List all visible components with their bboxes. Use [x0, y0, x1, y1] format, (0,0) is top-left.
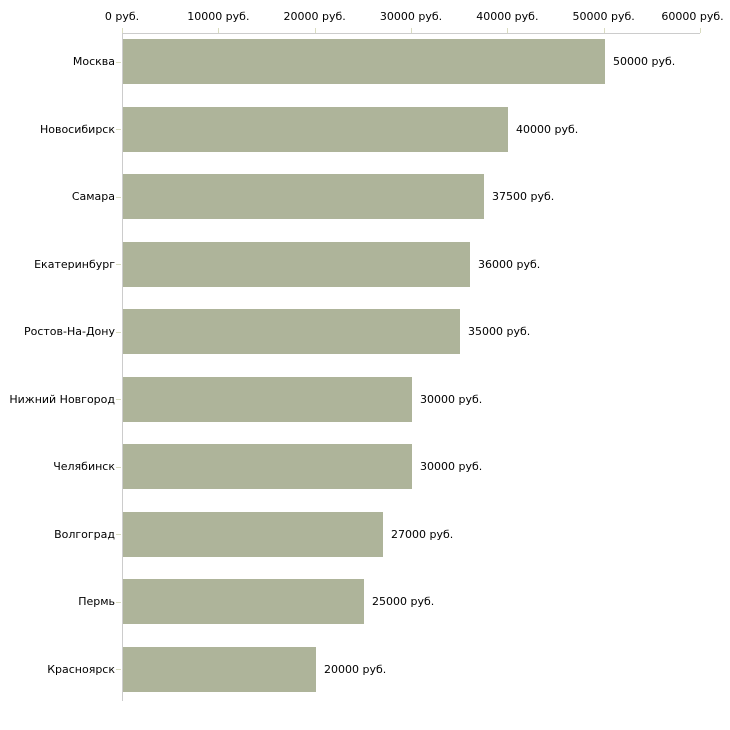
x-axis-tick-label: 0 руб.: [104, 10, 140, 23]
category-label: Красноярск: [47, 662, 115, 676]
value-label: 40000 руб.: [516, 122, 579, 136]
category-label: Москва: [72, 55, 115, 68]
value-label: 35000 руб.: [468, 325, 531, 338]
category-tick-mark: [116, 332, 121, 333]
category-tick-mark: [116, 534, 121, 535]
x-axis-tick-mark: [218, 28, 219, 33]
category-tick-mark: [116, 264, 121, 265]
category-label: Новосибирск: [39, 122, 115, 136]
x-axis-tick-label: 10000 руб.: [187, 10, 250, 23]
category-label: Ростов-На-Дону: [23, 325, 115, 338]
value-label: 20000 руб.: [324, 662, 387, 676]
value-label: 27000 руб.: [391, 527, 454, 541]
category-label: Нижний Новгород: [9, 392, 115, 406]
bar: [123, 646, 316, 692]
category-label: Самара: [71, 190, 115, 203]
x-axis-line: [122, 33, 700, 34]
category-tick-mark: [116, 669, 121, 670]
value-label: 37500 руб.: [492, 190, 555, 203]
x-axis-tick-mark: [411, 28, 412, 33]
value-label: 30000 руб.: [420, 392, 483, 406]
value-label: 30000 руб.: [420, 460, 483, 473]
x-axis-tick-mark: [122, 28, 123, 33]
bar: [123, 376, 412, 422]
bar: [123, 39, 605, 84]
value-label: 25000 руб.: [372, 595, 435, 608]
bar: [123, 106, 508, 152]
category-tick-mark: [116, 467, 121, 468]
x-axis-tick-mark: [604, 28, 605, 33]
category-tick-mark: [116, 62, 121, 63]
x-axis-tick-label: 50000 руб.: [572, 10, 635, 23]
x-axis-tick-label: 30000 руб.: [379, 10, 443, 23]
category-tick-mark: [116, 129, 121, 130]
bar: [123, 309, 460, 354]
bar: [123, 241, 470, 287]
bar: [123, 444, 412, 489]
category-label: Екатеринбург: [34, 257, 115, 271]
value-label: 36000 руб.: [478, 257, 541, 271]
bar: [123, 579, 364, 624]
value-label: 50000 руб.: [613, 55, 676, 68]
category-tick-mark: [116, 399, 121, 400]
category-label: Волгоград: [54, 527, 115, 541]
category-label: Пермь: [78, 595, 115, 608]
category-label: Челябинск: [53, 460, 115, 473]
x-axis-tick-mark: [700, 28, 701, 33]
x-axis-tick-label: 40000 руб.: [476, 10, 539, 23]
bar: [123, 174, 484, 219]
category-tick-mark: [116, 602, 121, 603]
x-axis-tick-mark: [315, 28, 316, 33]
x-axis-tick-mark: [507, 28, 508, 33]
x-axis-tick-label: 60000 руб.: [661, 10, 724, 23]
category-tick-mark: [116, 197, 121, 198]
y-axis-line: [122, 33, 123, 701]
bar: [123, 511, 383, 557]
x-axis-tick-label: 20000 руб.: [283, 10, 346, 23]
